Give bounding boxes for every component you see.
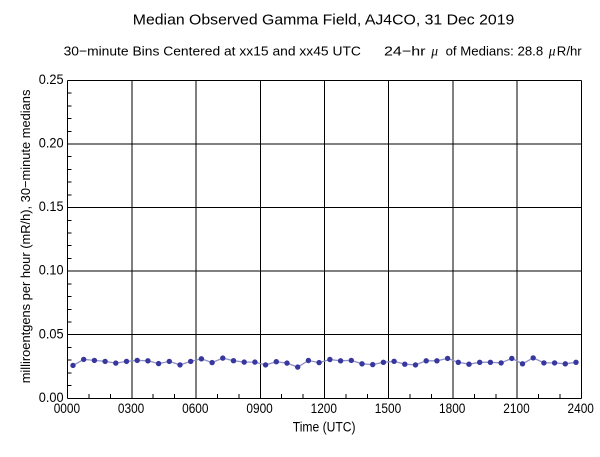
svg-text:0300: 0300 — [118, 400, 145, 416]
svg-text:0600: 0600 — [182, 400, 209, 416]
svg-text:0.20: 0.20 — [39, 135, 64, 151]
svg-text:24−hr: 24−hr — [384, 44, 426, 59]
svg-text:1500: 1500 — [375, 400, 402, 416]
svg-text:μ: μ — [548, 44, 556, 59]
svg-text:2100: 2100 — [503, 400, 530, 416]
svg-text:0000: 0000 — [54, 400, 81, 416]
svg-text:Time (UTC): Time (UTC) — [293, 420, 356, 435]
svg-text:milliroentgens per hour (mR/h): milliroentgens per hour (mR/h), 30−minut… — [18, 89, 33, 383]
svg-text:1200: 1200 — [311, 400, 338, 416]
svg-text:0900: 0900 — [246, 400, 273, 416]
svg-text:0.15: 0.15 — [39, 198, 64, 214]
svg-text:0.05: 0.05 — [39, 325, 64, 341]
svg-text:30−minute Bins Centered at xx1: 30−minute Bins Centered at xx15 and xx45… — [64, 44, 361, 59]
svg-text:μ: μ — [430, 44, 438, 59]
svg-text:1800: 1800 — [439, 400, 466, 416]
svg-text:R/hr: R/hr — [557, 44, 583, 59]
svg-text:Median Observed Gamma Field, A: Median Observed Gamma Field, AJ4CO, 31 D… — [133, 11, 515, 28]
svg-text:0.00: 0.00 — [39, 389, 64, 405]
svg-text:0.25: 0.25 — [39, 71, 64, 87]
svg-text:2400: 2400 — [568, 400, 595, 416]
svg-text:of Medians: 28.8: of Medians: 28.8 — [446, 44, 544, 59]
svg-text:0.10: 0.10 — [39, 262, 64, 278]
